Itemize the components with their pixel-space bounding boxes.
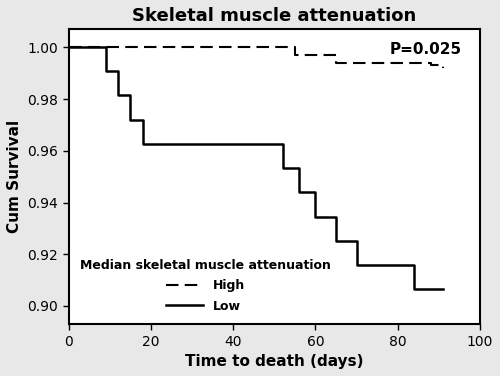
X-axis label: Time to death (days): Time to death (days)	[185, 354, 364, 369]
Y-axis label: Cum Survival: Cum Survival	[7, 120, 22, 233]
Legend: High, Low: High, Low	[75, 254, 336, 318]
Text: P=0.025: P=0.025	[390, 42, 462, 57]
Title: Skeletal muscle attenuation: Skeletal muscle attenuation	[132, 7, 416, 25]
